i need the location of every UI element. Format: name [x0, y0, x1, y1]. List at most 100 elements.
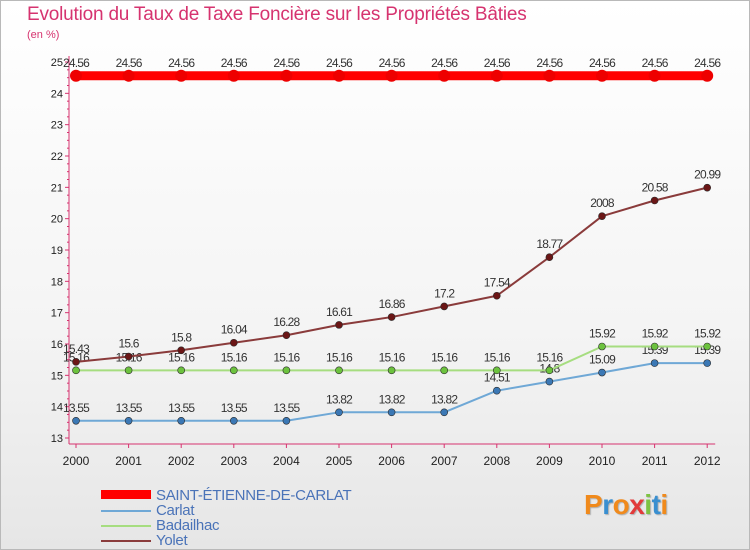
y-tick-label: 14: [51, 402, 63, 414]
data-label: 13.82: [326, 392, 353, 406]
legend-label: Carlat: [156, 502, 195, 519]
data-point: [70, 69, 82, 82]
y-tick-label: 24: [51, 88, 63, 100]
legend-swatch: [101, 510, 151, 512]
y-axis-unit-label: (en %): [27, 29, 60, 41]
data-label: 13.55: [116, 401, 143, 415]
legend-swatch: [101, 540, 151, 542]
data-label: 15.16: [379, 350, 406, 364]
x-tick-label: 2001: [115, 454, 142, 468]
data-label: 20.99: [694, 168, 721, 182]
data-label: 15.92: [589, 327, 616, 341]
data-label: 13.55: [273, 401, 300, 415]
series-4: 15.43 15.6 15.8 16.04 16.28 16.61 16.86 17.2 17.…: [63, 168, 722, 366]
x-tick-label: 2012: [694, 454, 721, 468]
y-tick-label: 17: [51, 308, 63, 320]
x-tick-label: 2003: [220, 454, 247, 468]
x-tick-label: 2002: [168, 454, 195, 468]
data-label: 15.43: [63, 342, 90, 356]
data-label: 13.55: [168, 401, 195, 415]
data-label: 16.61: [326, 305, 353, 319]
data-label: 24.56: [168, 56, 195, 70]
data-point: [440, 408, 449, 417]
data-label: 15.16: [168, 350, 195, 364]
data-point: [440, 366, 449, 375]
x-tick-label: 2011: [642, 454, 668, 468]
legend-label: SAINT-ÉTIENNE-DE-CARLAT: [156, 487, 352, 504]
data-label: 14.51: [484, 371, 511, 385]
data-point: [335, 321, 343, 329]
data-point: [703, 342, 712, 351]
data-label: 17.2: [434, 286, 455, 300]
series-3: 15.16 15.16 15.16 15.16 15.16 15.16 15.16 15.16…: [63, 327, 722, 375]
data-label: 15.16: [273, 350, 300, 364]
x-tick-label: 2007: [431, 454, 458, 468]
data-point: [230, 416, 238, 425]
x-tick-label: 2000: [63, 454, 90, 468]
data-label: 13.55: [63, 401, 90, 415]
data-point: [280, 69, 293, 82]
data-point: [438, 69, 451, 82]
data-point: [387, 313, 396, 321]
data-label: 16.28: [273, 315, 300, 329]
y-tick-label: 22: [51, 151, 63, 163]
data-point: [335, 408, 343, 417]
x-tick-label: 2010: [589, 454, 616, 468]
data-point: [282, 331, 291, 340]
data-point: [650, 359, 659, 367]
data-label: 24.56: [536, 56, 563, 70]
data-point: [598, 368, 606, 377]
y-tick-label: 19: [51, 245, 63, 257]
data-label: 24.56: [694, 56, 721, 70]
data-point: [490, 69, 503, 82]
data-point: [545, 377, 554, 386]
x-tick-label: 2005: [326, 454, 353, 468]
data-point: [385, 69, 398, 82]
data-label: 17.54: [484, 276, 511, 290]
data-point: [124, 352, 133, 361]
data-label: 15.16: [326, 350, 353, 364]
data-point: [282, 416, 291, 425]
data-label: 15.16: [221, 350, 248, 364]
data-point: [124, 366, 133, 375]
series-1: 24.56 24.56 24.56 24.56 24.56 24.56 24.56 24.56…: [63, 56, 722, 82]
x-tick-label: 2008: [483, 454, 510, 468]
data-label: 13.82: [431, 392, 458, 406]
data-point: [545, 366, 554, 375]
data-point: [72, 366, 80, 375]
data-point: [124, 416, 133, 425]
y-tick-label: 20: [51, 214, 63, 226]
data-label: 15.16: [431, 350, 458, 364]
data-point: [335, 366, 343, 375]
y-tick-label: 23: [51, 120, 63, 132]
chart-title: Evolution du Taux de Taxe Foncière sur l…: [27, 4, 527, 25]
data-point: [545, 253, 554, 262]
data-label: 13.55: [221, 401, 248, 415]
data-point: [492, 291, 501, 300]
data-point: [492, 386, 501, 395]
data-point: [648, 69, 661, 82]
data-label: 18.77: [536, 237, 563, 251]
data-point: [230, 366, 238, 375]
data-label: 24.56: [484, 56, 511, 70]
data-point: [701, 69, 714, 82]
data-point: [387, 366, 396, 375]
data-label: 15.16: [536, 350, 563, 364]
y-tick-label: 13: [51, 433, 63, 445]
data-label: 24.56: [589, 56, 616, 70]
data-point: [650, 196, 659, 205]
x-tick-label: 2004: [273, 454, 300, 468]
x-tick-label: 2006: [378, 454, 405, 468]
data-label: 24.56: [63, 56, 90, 70]
legend-swatch: [101, 490, 151, 499]
data-label: 15.09: [589, 353, 616, 367]
legend-label: Badailhac: [156, 517, 220, 534]
legend-swatch: [101, 525, 151, 527]
data-point: [596, 69, 608, 82]
data-point: [230, 338, 238, 347]
data-label: 16.04: [221, 323, 248, 337]
data-point: [333, 69, 345, 82]
data-point: [492, 366, 501, 375]
